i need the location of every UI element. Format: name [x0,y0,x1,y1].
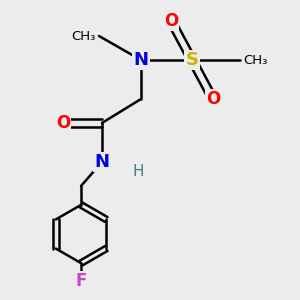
Text: CH₃: CH₃ [72,29,96,43]
Text: CH₃: CH₃ [243,53,267,67]
Text: S: S [185,51,199,69]
Text: F: F [75,272,87,290]
Text: N: N [134,51,148,69]
Text: H: H [132,164,143,178]
Text: O: O [164,12,178,30]
Text: O: O [206,90,220,108]
Text: N: N [94,153,110,171]
Text: O: O [56,114,70,132]
